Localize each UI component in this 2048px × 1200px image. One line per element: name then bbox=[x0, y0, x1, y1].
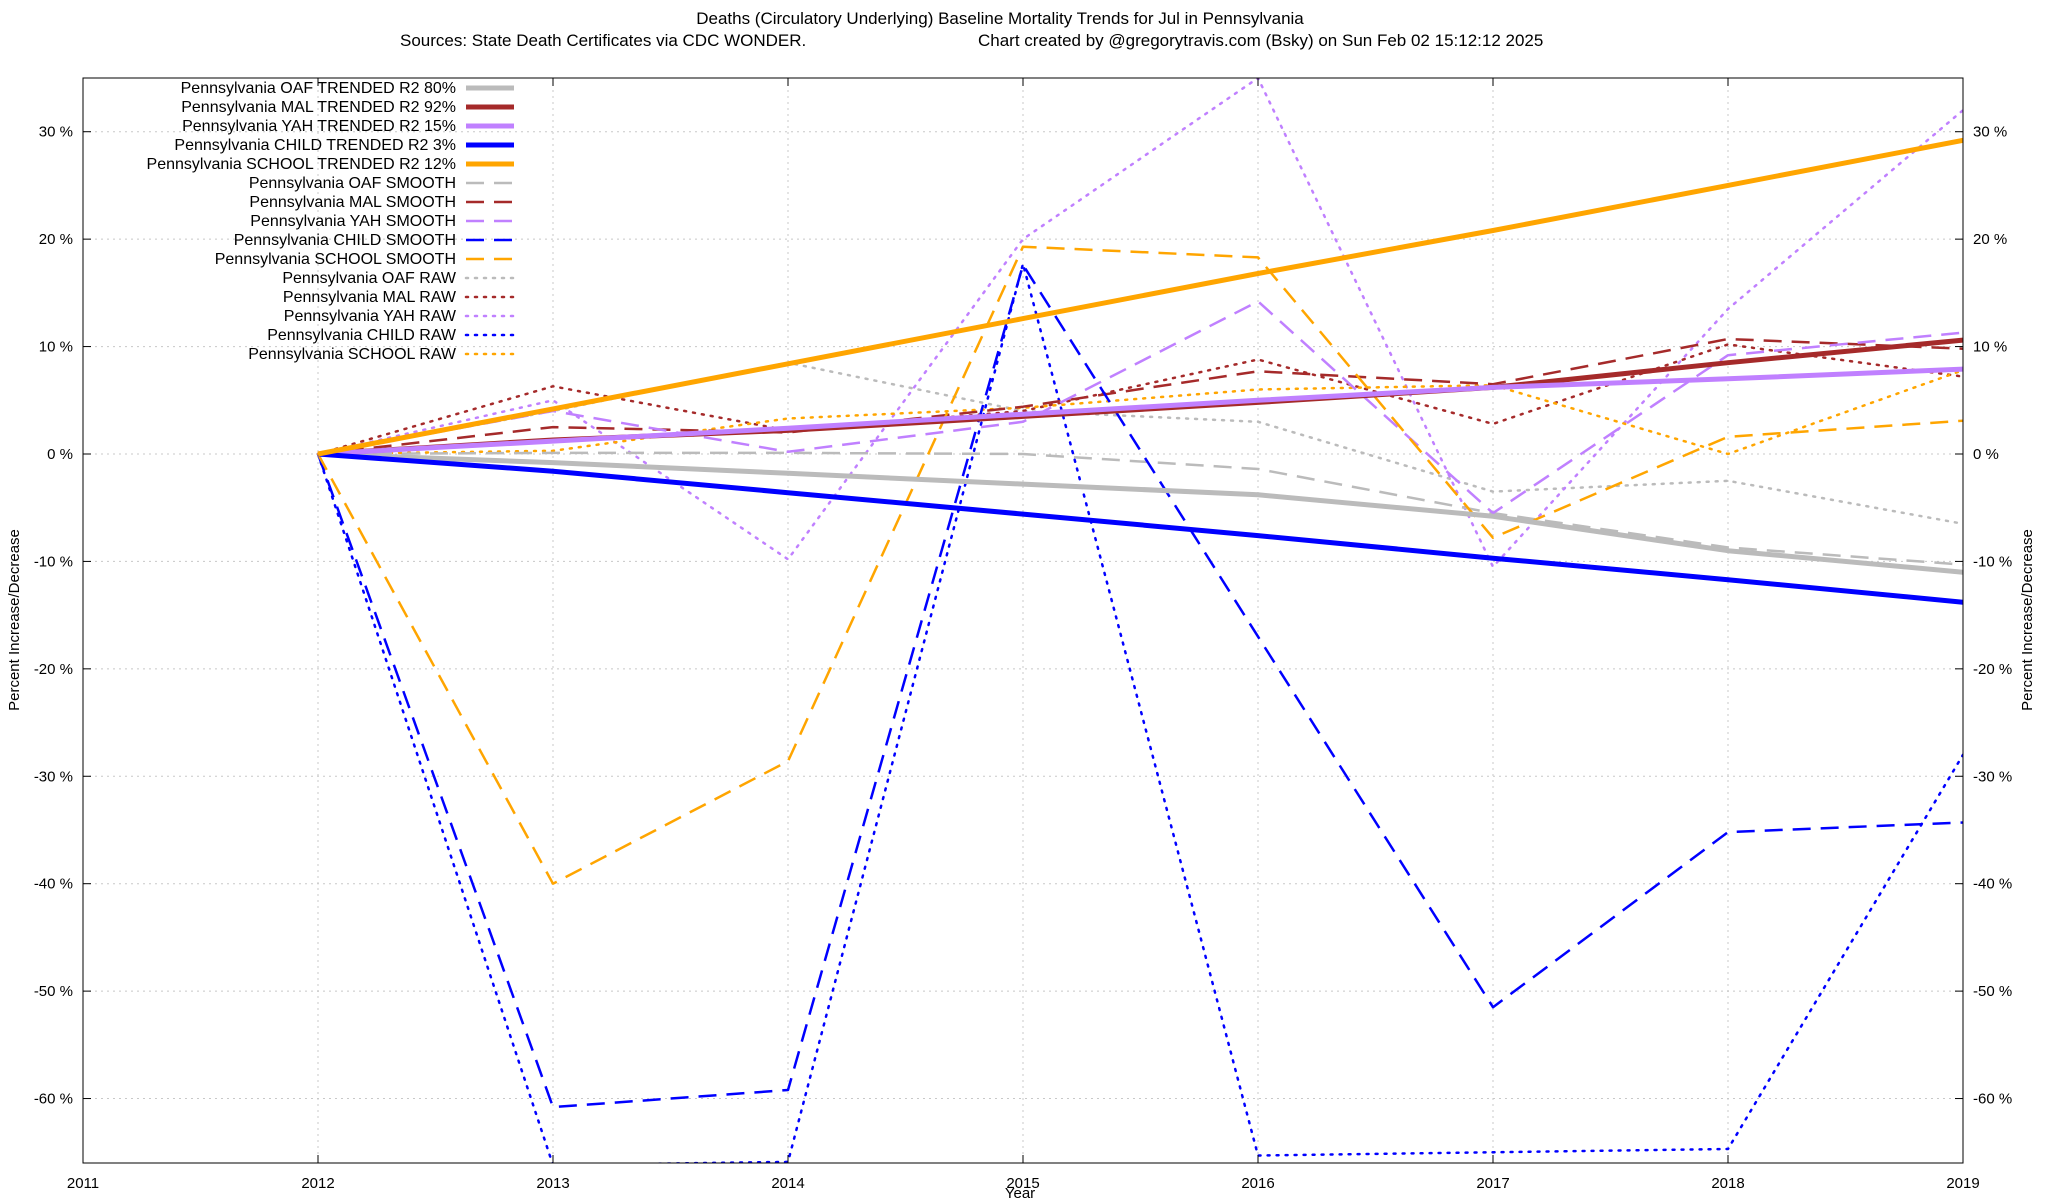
series-line-4 bbox=[317, 451, 1963, 605]
x-tick-label: 2019 bbox=[1946, 1175, 1979, 1192]
y-tick-label: 30 % bbox=[39, 124, 73, 141]
legend-label: Pennsylvania CHILD TRENDED R2 3% bbox=[174, 137, 456, 154]
series-line-9 bbox=[316, 263, 1963, 1109]
legend-label: Pennsylvania MAL RAW bbox=[283, 289, 457, 306]
y2-tick-label: 10 % bbox=[1973, 339, 2007, 356]
x-tick-label: 2015 bbox=[1006, 1175, 1039, 1192]
series-line-7 bbox=[317, 337, 1963, 456]
legend-label: Pennsylvania OAF SMOOTH bbox=[249, 175, 456, 192]
x-tick-label: 2014 bbox=[771, 1175, 804, 1192]
legend-label: Pennsylvania CHILD SMOOTH bbox=[234, 232, 456, 249]
legend-label: Pennsylvania MAL SMOOTH bbox=[249, 194, 456, 211]
y2-tick-label: -20 % bbox=[1973, 661, 2012, 678]
series-line-12 bbox=[316, 343, 1963, 456]
y-tick-label: 10 % bbox=[39, 339, 73, 356]
x-tick-label: 2012 bbox=[301, 1175, 334, 1192]
y-tick-label: -40 % bbox=[34, 876, 73, 893]
y-tick-label: -60 % bbox=[34, 1091, 73, 1108]
y2-tick-label: -60 % bbox=[1973, 1091, 2012, 1108]
y2-tick-label: 30 % bbox=[1973, 124, 2007, 141]
x-tick-label: 2011 bbox=[67, 1175, 99, 1192]
y2-tick-label: 20 % bbox=[1973, 231, 2007, 248]
y-tick-label: -30 % bbox=[34, 768, 73, 785]
legend-label: Pennsylvania YAH RAW bbox=[284, 308, 457, 325]
series-line-5 bbox=[317, 137, 1963, 457]
legend-label: Pennsylvania MAL TRENDED R2 92% bbox=[181, 99, 456, 116]
y-tick-label: -10 % bbox=[34, 553, 73, 570]
legend-label: Pennsylvania SCHOOL TRENDED R2 12% bbox=[147, 156, 456, 173]
legend: Pennsylvania OAF TRENDED R2 80% Pennsylva… bbox=[147, 80, 516, 363]
series-line-14 bbox=[316, 262, 1963, 1163]
series-line-8 bbox=[317, 300, 1963, 515]
y-tick-label: -20 % bbox=[34, 661, 73, 678]
x-tick-label: 2017 bbox=[1476, 1175, 1509, 1192]
chart-subtitle-sources: Sources: State Death Certificates via CD… bbox=[400, 31, 806, 50]
series-line-2 bbox=[317, 337, 1963, 457]
axis-ticks: 30 % 30 % 20 % 20 % 10 % 10 % 0 % 0 % -10 % -10 %… bbox=[34, 78, 2012, 1192]
chart-subtitle-credit: Chart created by @gregorytravis.com (Bsk… bbox=[978, 31, 1543, 50]
series-line-3 bbox=[317, 366, 1963, 457]
series-line-6 bbox=[317, 451, 1963, 566]
y-axis-label: Percent Increase/Decrease bbox=[6, 529, 23, 711]
plot-series bbox=[316, 78, 1963, 1163]
series-line-13 bbox=[316, 78, 1963, 569]
y2-tick-label: -40 % bbox=[1973, 876, 2012, 893]
legend-label: Pennsylvania CHILD RAW bbox=[267, 327, 457, 344]
y-tick-label: -50 % bbox=[34, 983, 73, 1000]
y-tick-label: 20 % bbox=[39, 231, 73, 248]
legend-label: Pennsylvania SCHOOL RAW bbox=[248, 346, 457, 363]
y2-tick-label: -30 % bbox=[1973, 768, 2012, 785]
series-line-11 bbox=[316, 361, 1963, 526]
y2-tick-label: -10 % bbox=[1973, 553, 2012, 570]
x-axis-label: Year bbox=[1005, 1185, 1035, 1200]
legend-label: Pennsylvania YAH SMOOTH bbox=[250, 213, 456, 230]
legend-label: Pennsylvania OAF RAW bbox=[282, 270, 457, 287]
x-tick-label: 2018 bbox=[1711, 1175, 1744, 1192]
y2-tick-label: -50 % bbox=[1973, 983, 2012, 1000]
x-tick-label: 2016 bbox=[1241, 1175, 1274, 1192]
legend-label: Pennsylvania SCHOOL SMOOTH bbox=[215, 251, 456, 268]
legend-label: Pennsylvania YAH TRENDED R2 15% bbox=[182, 118, 456, 135]
series-line-10 bbox=[316, 245, 1963, 885]
y-tick-label: 0 % bbox=[47, 446, 73, 463]
y2-axis-label: Percent Increase/Decrease bbox=[2019, 529, 2036, 711]
series-line-1 bbox=[317, 451, 1963, 575]
y2-tick-label: 0 % bbox=[1973, 446, 1999, 463]
chart-title: Deaths (Circulatory Underlying) Baseline… bbox=[696, 9, 1304, 28]
legend-label: Pennsylvania OAF TRENDED R2 80% bbox=[181, 80, 456, 97]
x-tick-label: 2013 bbox=[536, 1175, 569, 1192]
